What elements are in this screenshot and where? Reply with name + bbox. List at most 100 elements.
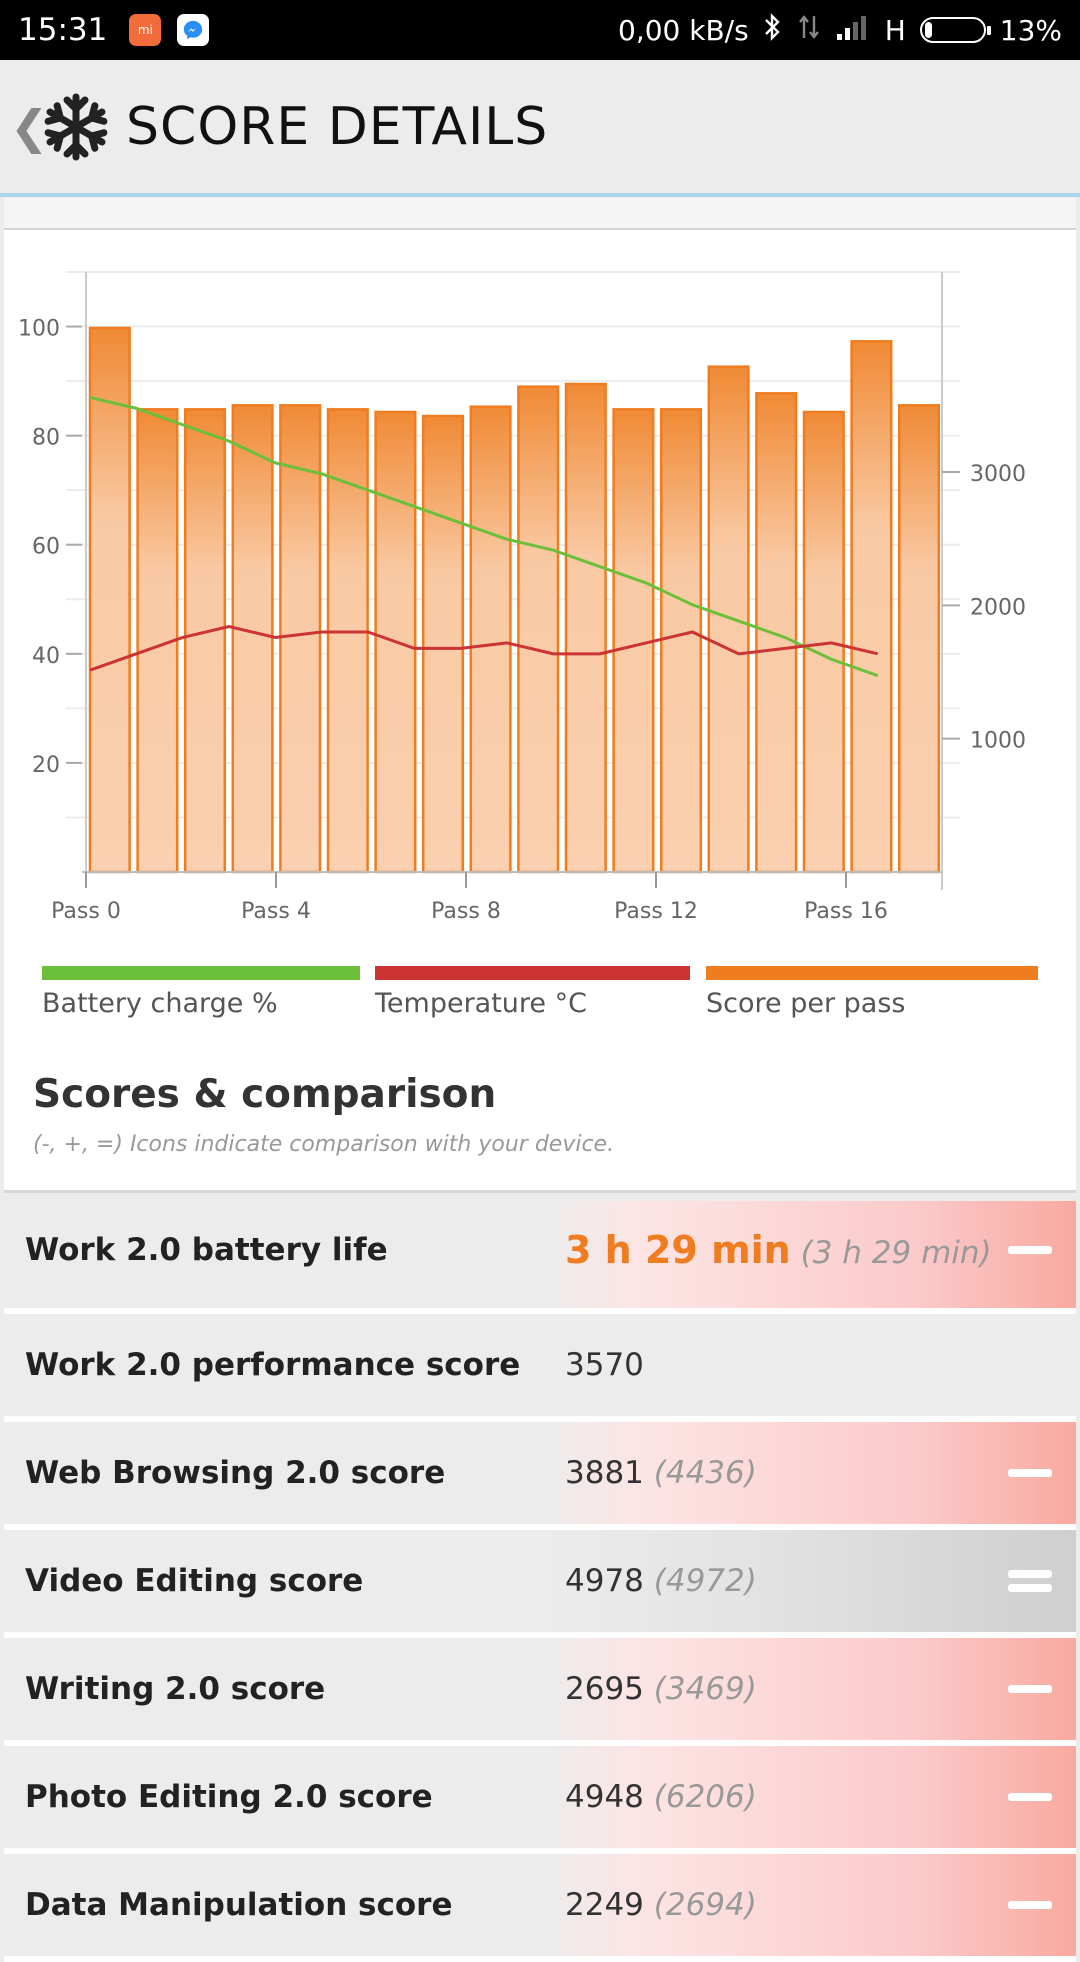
score-row[interactable]: Writing 2.0 score 2695 (3469) — [4, 1638, 1076, 1746]
score-compare-value: (6206) — [653, 1779, 757, 1815]
score-compare-value: (2694) — [653, 1887, 757, 1923]
score-label: Work 2.0 battery life — [25, 1232, 388, 1268]
back-button[interactable]: ❮ — [10, 99, 49, 154]
minus-icon — [1008, 1422, 1054, 1524]
score-label: Web Browsing 2.0 score — [25, 1455, 446, 1491]
y-tick-label: 60 — [32, 535, 60, 560]
battery-icon — [919, 17, 991, 43]
score-compare-value: (4436) — [653, 1455, 757, 1491]
minus-icon — [1008, 1638, 1054, 1740]
score-value: 2695 (3469) — [565, 1638, 757, 1740]
score-value: 3570 — [565, 1314, 644, 1416]
divider — [4, 1190, 1076, 1193]
bar-score-pass-2 — [183, 408, 227, 874]
score-value: 4978 (4972) — [565, 1530, 757, 1632]
score-row[interactable]: Data Manipulation score 2249 (2694) — [4, 1854, 1076, 1962]
x-tick-label: Pass 8 — [431, 899, 501, 924]
app-header: ❮ SCORE DETAILS — [0, 60, 1080, 197]
chart-card-top — [4, 198, 1076, 230]
score-main-value: 4978 — [565, 1563, 644, 1599]
score-value-cell: 3 h 29 min (3 h 29 min) — [540, 1201, 1076, 1308]
x-tick-label: Pass 0 — [51, 899, 121, 924]
minus-icon — [1008, 1201, 1054, 1303]
y2-tick-label: 2000 — [970, 595, 1026, 620]
score-table: Work 2.0 battery life 3 h 29 min (3 h 29 … — [4, 1201, 1076, 1962]
data-transfer-icon — [797, 12, 821, 49]
signal-icon — [835, 12, 871, 49]
legend-label: Temperature °C — [375, 988, 587, 1019]
y2-tick-label: 1000 — [970, 729, 1026, 754]
score-row[interactable]: Work 2.0 performance score 3570 — [4, 1314, 1076, 1422]
battery-percent: 13% — [999, 13, 1062, 47]
score-main-value: 4948 — [565, 1779, 644, 1815]
network-type: H — [884, 13, 906, 47]
legend-swatch — [375, 966, 690, 980]
bar-score-pass-17 — [897, 404, 941, 874]
score-value: 3881 (4436) — [565, 1422, 757, 1524]
x-tick-label: Pass 16 — [804, 899, 888, 924]
bar-score-pass-4 — [279, 404, 322, 874]
score-value: 2249 (2694) — [565, 1854, 757, 1956]
bar-score-pass-9 — [517, 385, 560, 874]
legend-battery: Battery charge % — [42, 966, 360, 1026]
score-value-cell: 4948 (6206) — [540, 1746, 1076, 1848]
legend-score: Score per pass — [706, 966, 1038, 1026]
score-value-cell: 2695 (3469) — [540, 1638, 1076, 1740]
line-temperature — [89, 625, 879, 672]
score-value-cell: 3570 — [540, 1314, 1076, 1416]
bar-score-pass-14 — [755, 392, 798, 874]
score-main-value: 2249 — [565, 1887, 644, 1923]
legend-label: Battery charge % — [42, 988, 278, 1019]
minus-icon — [1008, 1854, 1054, 1956]
y-tick-label: 20 — [32, 753, 60, 778]
score-main-value: 3881 — [565, 1455, 644, 1491]
net-speed: 0,00 kB/s — [618, 13, 749, 47]
score-label: Work 2.0 performance score — [25, 1347, 521, 1383]
status-bar: 15:31 mi 0,00 kB/s H 13% — [0, 0, 1080, 60]
y-tick-label: 40 — [32, 644, 60, 669]
score-value: 4948 (6206) — [565, 1746, 757, 1848]
bar-score-pass-15 — [802, 410, 845, 874]
score-label: Video Editing score — [25, 1563, 364, 1599]
score-row[interactable]: Work 2.0 battery life 3 h 29 min (3 h 29 … — [4, 1201, 1076, 1314]
score-label: Photo Editing 2.0 score — [25, 1779, 433, 1815]
score-value: 3 h 29 min (3 h 29 min) — [565, 1201, 992, 1299]
snowflake-icon — [40, 93, 112, 163]
bar-score-pass-16 — [850, 340, 893, 874]
score-compare-value: (3 h 29 min) — [800, 1235, 992, 1271]
score-value-cell: 4978 (4972) — [540, 1530, 1076, 1632]
line-battery-charge — [89, 395, 879, 678]
score-compare-value: (3469) — [653, 1671, 757, 1707]
bar-score-pass-11 — [612, 408, 655, 874]
mi-app-icon: mi — [129, 14, 162, 46]
bar-score-pass-3 — [231, 404, 274, 874]
chart-card: 20 40 60 80 100 1000 2000 3000 Pass 0 Pass 4 Pass … — [4, 228, 1076, 1190]
score-compare-value: (4972) — [653, 1563, 757, 1599]
score-main-value: 2695 — [565, 1671, 644, 1707]
legend-label: Score per pass — [706, 988, 906, 1019]
x-tick-label: Pass 4 — [241, 899, 311, 924]
bar-score-pass-8 — [469, 405, 512, 874]
x-tick-label: Pass 12 — [614, 899, 698, 924]
score-label: Data Manipulation score — [25, 1887, 453, 1923]
score-main-value: 3570 — [565, 1347, 644, 1383]
score-row[interactable]: Video Editing score 4978 (4972) — [4, 1530, 1076, 1638]
equal-icon — [1008, 1530, 1054, 1632]
bar-score-pass-6 — [374, 410, 417, 874]
y2-tick-label: 3000 — [970, 462, 1026, 487]
bar-score-pass-12 — [659, 408, 703, 874]
bar-score-pass-13 — [707, 365, 750, 874]
bar-score-pass-7 — [421, 414, 465, 874]
bar-score-pass-0 — [88, 326, 131, 874]
section-title: Scores & comparison — [33, 1072, 497, 1117]
y-tick-label: 100 — [18, 317, 60, 342]
bar-score-pass-10 — [564, 382, 607, 874]
legend-swatch — [42, 966, 360, 980]
battery-chart: 20 40 60 80 100 1000 2000 3000 Pass 0 Pass 4 Pass … — [18, 271, 1026, 924]
score-value-cell: 2249 (2694) — [540, 1854, 1076, 1956]
score-row[interactable]: Photo Editing 2.0 score 4948 (6206) — [4, 1746, 1076, 1854]
page-title: SCORE DETAILS — [126, 96, 549, 157]
score-value-cell: 3881 (4436) — [540, 1422, 1076, 1524]
minus-icon — [1008, 1746, 1054, 1848]
score-row[interactable]: Web Browsing 2.0 score 3881 (4436) — [4, 1422, 1076, 1530]
